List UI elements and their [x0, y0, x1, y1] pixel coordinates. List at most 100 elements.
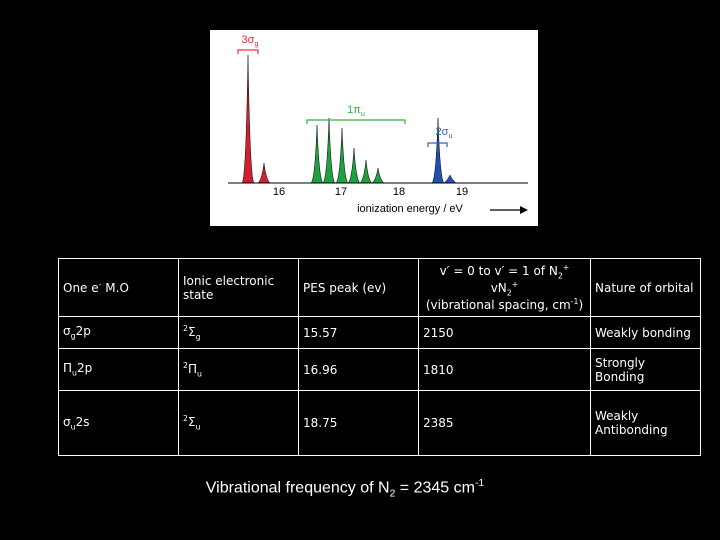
peak-label: 1πu — [347, 104, 365, 118]
text-run: Weakly bonding — [595, 325, 691, 340]
text-run: M.O — [101, 281, 129, 295]
peak — [335, 127, 349, 184]
text-run: + — [562, 262, 570, 272]
data-table: One e- M.O Ionic electronic state PES peak… — [58, 258, 701, 456]
peak — [241, 54, 255, 184]
table-cell: 16.96 — [298, 348, 419, 391]
text-run: ) — [578, 298, 584, 313]
peak-label: 2σu — [436, 126, 453, 140]
peak — [347, 147, 361, 184]
spectrum — [228, 49, 528, 214]
cell-line: vN2+ — [423, 280, 586, 297]
cell-line: One e- M.O — [63, 280, 174, 295]
cell-line: 2Πu — [183, 361, 294, 378]
table-cell: 2Πu — [178, 348, 299, 391]
table-cell: One e- M.O — [58, 258, 179, 317]
peak — [431, 117, 445, 184]
text-run: 2 — [506, 288, 512, 298]
cell-line: Weakly bonding — [595, 326, 696, 340]
cell-line: 2150 — [423, 326, 586, 340]
table-cell: Πu2p — [58, 348, 179, 391]
text-run: + — [511, 280, 519, 289]
cell-line: 2Σg — [183, 324, 294, 341]
text-run: = 2345 cm — [395, 479, 475, 497]
text-run: PES peak (ev) — [303, 280, 387, 295]
text-run: Strongly Bonding — [595, 355, 645, 384]
text-run: 2p — [76, 361, 93, 376]
text-run: 2 — [183, 414, 188, 424]
text-run: Σ — [187, 324, 196, 339]
text-run: Ionic electronic state — [183, 273, 275, 302]
table-cell: 15.57 — [298, 316, 419, 349]
cell-line: 16.96 — [303, 363, 414, 377]
cell-line: 15.57 — [303, 326, 414, 340]
peak — [371, 167, 385, 184]
x-tick-label: 17 — [334, 186, 348, 198]
text-run: vN — [490, 281, 507, 295]
table-cell: Ionic electronic state — [178, 258, 299, 317]
table-cell: Nature of orbital — [590, 258, 701, 317]
peak — [257, 162, 271, 184]
caption: Vibrational frequency of N2 = 2345 cm-1 — [0, 478, 690, 500]
text-run: u — [360, 110, 365, 119]
table-cell: 2Σu — [178, 390, 299, 456]
text-run: u — [70, 422, 76, 432]
cell-line: Πu2p — [63, 361, 174, 377]
table-row: Πu2p 2Πu 16.96 1810 Strongly Bonding — [58, 348, 701, 391]
x-tick-label: 16 — [272, 186, 286, 198]
table-cell: 2150 — [418, 316, 591, 349]
text-run: -1 — [570, 297, 579, 307]
table-cell: v′ = 0 to v′ = 1 of N2+ vN2+ (vibrational … — [418, 258, 591, 317]
text-run: 16.96 — [303, 362, 338, 377]
table-cell: Weakly Antibonding — [590, 390, 701, 456]
text-run: Nature of orbital — [595, 280, 694, 295]
text-run: 2 — [183, 360, 188, 370]
table-cell: σg2p — [58, 316, 179, 349]
table-cell: 2385 — [418, 390, 591, 456]
peak — [322, 117, 336, 184]
table-cell: PES peak (ev) — [298, 258, 419, 317]
text-run: 2p — [75, 324, 91, 339]
text-run: g — [70, 331, 76, 341]
text-run: Π — [187, 361, 197, 376]
text-run: (vibrational spacing, cm — [425, 298, 571, 313]
cell-line: Ionic electronic state — [183, 274, 294, 302]
text-run: Vibrational frequency of N — [205, 479, 390, 497]
text-run: - — [98, 280, 102, 289]
cell-line: Weakly Antibonding — [595, 409, 696, 437]
cell-line: σu2s — [63, 415, 174, 431]
text-run: σ — [63, 414, 71, 429]
text-run: 2 — [389, 488, 396, 500]
text-run: Π — [63, 361, 73, 376]
cell-line: 2Σu — [183, 414, 294, 431]
table-cell: 2Σg — [178, 316, 299, 349]
text-run: 1810 — [423, 362, 454, 377]
text-run: 2 — [557, 271, 563, 280]
text-run: 2 — [183, 323, 188, 333]
text-run: v′ = 0 to v′ = 1 of N — [439, 263, 558, 278]
text-run: 2σ — [435, 126, 449, 138]
table-cell: Weakly bonding — [590, 316, 701, 349]
table-cell: 1810 — [418, 348, 591, 391]
cell-line: (vibrational spacing, cm-1) — [423, 297, 586, 312]
text-run: u — [72, 368, 77, 378]
cell-line: 1810 — [423, 363, 586, 377]
peak — [443, 174, 457, 184]
text-run: u — [197, 369, 202, 379]
text-run: g — [195, 332, 201, 342]
cell-line: v′ = 0 to v′ = 1 of N2+ — [423, 263, 586, 280]
text-run: u — [448, 132, 453, 141]
peak-label: 3σg — [242, 34, 259, 48]
table-row: σu2s 2Σu 18.75 2385 Weakly Antibonding — [58, 390, 701, 456]
text-run: One e — [63, 281, 99, 295]
cell-line: Nature of orbital — [595, 281, 696, 295]
text-run: 3σ — [241, 34, 255, 46]
table-row: σg2p 2Σg 15.57 2150 Weakly bonding — [58, 316, 701, 349]
text-run: Weakly Antibonding — [595, 409, 668, 437]
text-run: 2s — [75, 414, 90, 429]
table-cell: 18.75 — [298, 390, 419, 456]
text-run: 15.57 — [303, 325, 338, 340]
text-run: 2150 — [423, 325, 454, 340]
text-run: g — [254, 40, 259, 49]
